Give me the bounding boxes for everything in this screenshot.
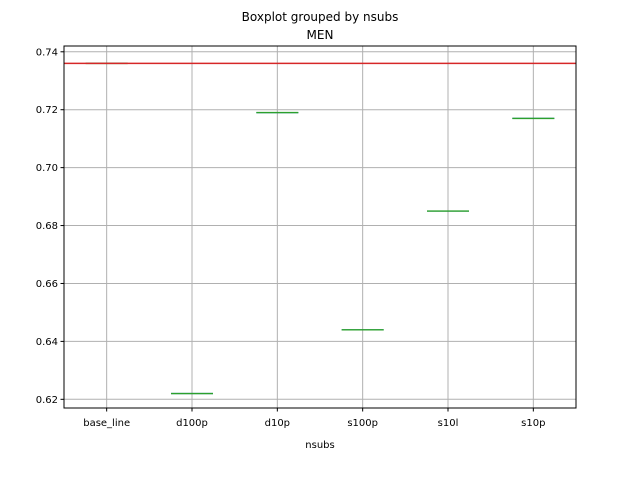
x-axis: base_line d100p d10p s100p s10l s10p (83, 408, 545, 429)
y-tick-label: 0.70 (36, 163, 58, 174)
y-tick-label: 0.64 (36, 337, 58, 348)
plot-area-frame (63, 45, 577, 409)
y-tick-label: 0.68 (36, 221, 58, 232)
x-tick-label: s10p (521, 418, 545, 429)
y-tick-label: 0.66 (36, 279, 58, 290)
x-tick-label: d100p (176, 418, 208, 429)
y-tick-label: 0.62 (36, 395, 58, 406)
chart-suptitle: Boxplot grouped by nsubs (242, 10, 399, 24)
y-tick-label: 0.74 (36, 47, 58, 58)
y-tick-label: 0.72 (36, 105, 58, 116)
x-axis-label: nsubs (305, 440, 334, 451)
x-tick-label: s10l (438, 418, 459, 429)
box-series (85, 62, 555, 395)
x-tick-label: base_line (83, 418, 130, 429)
chart-title: MEN (307, 28, 334, 42)
x-tick-label: s100p (347, 418, 378, 429)
x-tick-label: d10p (265, 418, 290, 429)
y-axis: 0.62 0.64 0.66 0.68 0.70 0.72 0.74 (36, 47, 64, 406)
grid-lines (64, 46, 576, 408)
